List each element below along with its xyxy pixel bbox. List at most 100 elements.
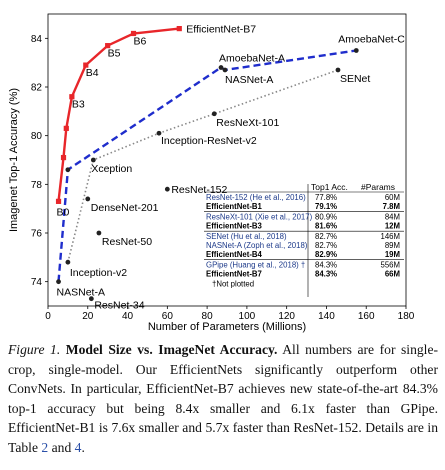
series-line-1 bbox=[57, 49, 357, 282]
caption-text-2: and bbox=[51, 439, 72, 455]
table-cell-model: EfficientNet-B3 bbox=[206, 222, 263, 231]
table-cell-params: 7.8M bbox=[383, 202, 400, 211]
point-label: B4 bbox=[86, 67, 99, 79]
data-point bbox=[130, 30, 137, 37]
table-cell-params: 66M bbox=[385, 270, 400, 279]
chart: 0 20 40 60 80 100 120 140 160 180 74 76 78 80 82 84 Numb… bbox=[8, 13, 415, 333]
table-cell-params: 19M bbox=[385, 250, 400, 259]
data-point bbox=[63, 125, 69, 131]
data-point bbox=[164, 186, 170, 192]
data-point bbox=[55, 198, 62, 204]
point-label: ResNet-50 bbox=[102, 236, 152, 248]
y-tick-label: 80 bbox=[31, 131, 43, 142]
data-point bbox=[88, 296, 94, 302]
x-tick-label: 80 bbox=[202, 311, 214, 322]
table-cell-params: 12M bbox=[385, 222, 400, 231]
table-cell-acc: 82.9% bbox=[315, 250, 337, 259]
table-cell-model: EfficientNet-B7 bbox=[206, 270, 262, 279]
data-point bbox=[96, 230, 102, 236]
data-point bbox=[211, 111, 217, 117]
point-label: NASNet-A bbox=[225, 74, 273, 86]
data-point bbox=[83, 62, 89, 68]
table-ref-link-2[interactable]: 4 bbox=[74, 439, 82, 455]
table-header: #Params bbox=[361, 182, 395, 192]
data-point bbox=[65, 259, 71, 265]
x-axis-label: Number of Parameters (Millions) bbox=[148, 321, 306, 333]
point-label: ResNet-34 bbox=[94, 300, 144, 312]
point-label: B0 bbox=[57, 206, 70, 218]
series-line-0 bbox=[57, 27, 180, 202]
table-cell-acc: 82.7% bbox=[315, 241, 337, 250]
y-axis-label: Imagenet Top-1 Accuracy (%) bbox=[8, 88, 20, 232]
point-label: SENet bbox=[340, 73, 370, 85]
point-label: AmoebaNet-C bbox=[338, 34, 405, 46]
data-point bbox=[335, 67, 341, 73]
table-cell-model: EfficientNet-B4 bbox=[206, 250, 263, 259]
x-tick-label: 60 bbox=[162, 311, 174, 322]
table-ref-link-1[interactable]: 2 bbox=[41, 439, 49, 455]
table-cell-model: NASNet-A (Zoph et al., 2018) bbox=[206, 241, 308, 250]
point-label: DenseNet-201 bbox=[91, 202, 159, 214]
plot-frame bbox=[47, 13, 407, 307]
point-label: B6 bbox=[134, 35, 147, 47]
x-tick-label: 160 bbox=[358, 311, 375, 322]
y-tick-label: 84 bbox=[31, 34, 43, 45]
table-cell-acc: 82.7% bbox=[315, 232, 337, 241]
table-cell-params: 60M bbox=[385, 193, 400, 202]
point-label: B3 bbox=[72, 99, 85, 111]
data-point bbox=[65, 167, 71, 173]
x-tick-label: 120 bbox=[278, 311, 295, 322]
table-cell-params: 84M bbox=[385, 213, 400, 222]
point-label: Xception bbox=[91, 163, 132, 175]
table-cell-acc: 84.3% bbox=[315, 261, 337, 270]
x-tick-label: 140 bbox=[318, 311, 335, 322]
data-point bbox=[60, 154, 67, 161]
figure-caption: Figure 1. Model Size vs. ImageNet Accura… bbox=[8, 340, 438, 458]
figure-label: Figure 1. bbox=[8, 342, 61, 357]
data-point bbox=[56, 279, 61, 285]
point-label: ResNeXt-101 bbox=[216, 117, 279, 129]
y-tick-label: 78 bbox=[31, 180, 43, 191]
caption-text-3: . bbox=[81, 439, 85, 455]
point-label: AmoebaNet-A bbox=[219, 53, 285, 65]
x-tick-label: 100 bbox=[239, 311, 256, 322]
data-point bbox=[90, 157, 96, 163]
data-point bbox=[105, 43, 111, 49]
table-cell-params: 556M bbox=[380, 261, 400, 270]
table-cell-model: GPipe (Huang et al., 2018) † bbox=[206, 261, 305, 270]
table-cell-acc: 84.3% bbox=[315, 270, 337, 279]
point-label: ResNet-152 bbox=[171, 184, 227, 196]
y-tick-label: 82 bbox=[31, 83, 43, 94]
data-point bbox=[85, 196, 91, 202]
table-footnote: †Not plotted bbox=[212, 279, 254, 288]
data-point bbox=[176, 26, 182, 32]
table-cell-acc: 81.6% bbox=[315, 222, 337, 231]
point-label: EfficientNet-B7 bbox=[186, 24, 256, 36]
data-point bbox=[156, 130, 162, 136]
x-tick-label: 20 bbox=[82, 311, 94, 322]
point-label: NASNet-A bbox=[57, 287, 105, 299]
table-cell-model: ResNeXt-101 (Xie et al., 2017) bbox=[206, 213, 313, 222]
point-label: Inception-ResNet-v2 bbox=[161, 135, 257, 147]
table-cell-model: ResNet-152 (He et al., 2016) bbox=[206, 193, 306, 202]
table-cell-acc: 77.8% bbox=[315, 193, 337, 202]
caption-text-1: All numbers are for single-crop, single-… bbox=[8, 342, 439, 455]
y-tick-label: 76 bbox=[31, 229, 43, 240]
point-label: B5 bbox=[108, 48, 121, 60]
table-cell-acc: 80.9% bbox=[315, 213, 337, 222]
x-tick-label: 180 bbox=[398, 311, 415, 322]
table-cell-model: EfficientNet-B1 bbox=[206, 202, 263, 211]
x-tick-label: 40 bbox=[122, 311, 134, 322]
table-header: Top1 Acc. bbox=[311, 182, 348, 192]
data-point bbox=[353, 48, 359, 53]
table-cell-params: 89M bbox=[385, 241, 400, 250]
table-cell-params: 146M bbox=[380, 232, 400, 241]
table-cell-model: SENet (Hu et al., 2018) bbox=[206, 232, 287, 241]
data-point bbox=[69, 94, 75, 100]
point-label: Inception-v2 bbox=[70, 267, 127, 279]
figure-title: Model Size vs. ImageNet Accuracy. bbox=[65, 342, 278, 357]
x-tick-label: 0 bbox=[45, 311, 51, 322]
data-point bbox=[222, 67, 228, 73]
y-tick-label: 74 bbox=[31, 277, 43, 288]
